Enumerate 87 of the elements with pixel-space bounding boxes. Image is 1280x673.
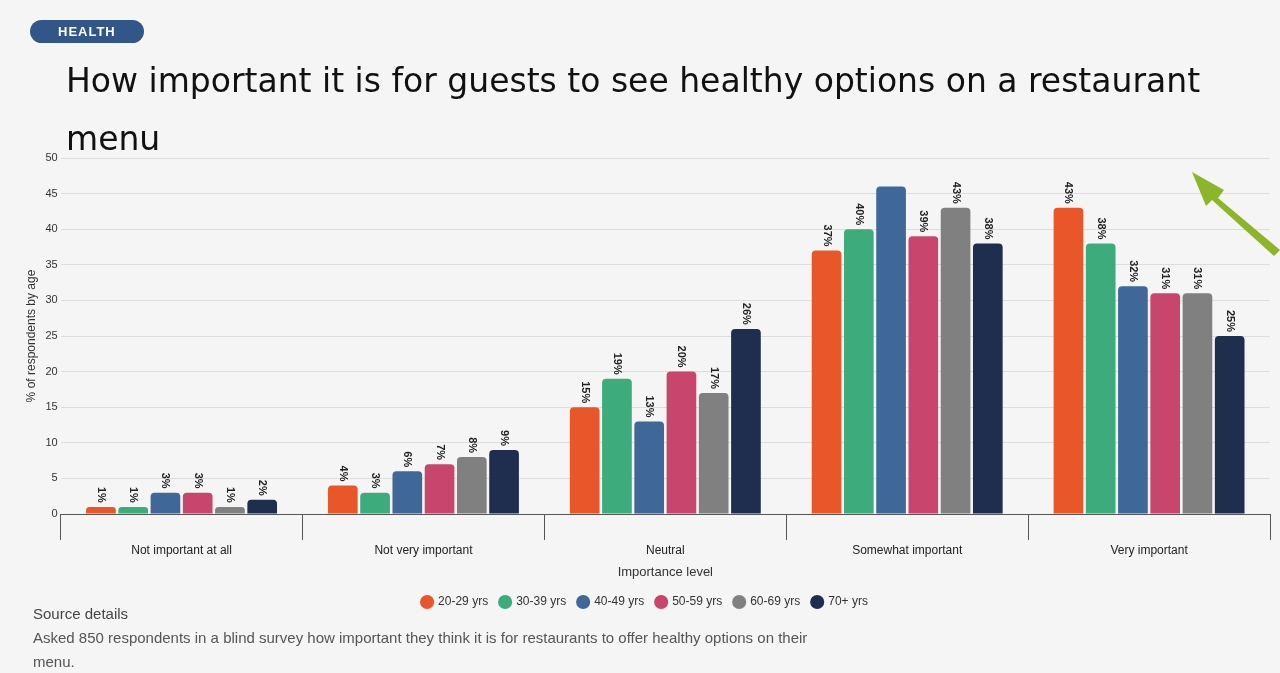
bar xyxy=(698,392,729,514)
x-tick-label: Very important xyxy=(1110,542,1189,557)
bar xyxy=(908,236,939,514)
bar xyxy=(86,506,116,514)
bar xyxy=(876,186,906,514)
y-tick-label: 5 xyxy=(51,471,58,484)
data-label: 1% xyxy=(128,486,141,504)
source-note: Source details xyxy=(33,605,129,622)
data-label: 37% xyxy=(821,224,834,247)
y-axis-title: % of respondents by age xyxy=(23,269,38,403)
x-tick-label: Neutral xyxy=(645,542,685,557)
bar xyxy=(247,499,278,514)
legend-label: 60-69 yrs xyxy=(750,594,801,609)
bar xyxy=(569,407,600,514)
bar xyxy=(327,485,358,514)
data-label: 8% xyxy=(466,437,479,454)
data-label: 38% xyxy=(982,217,995,240)
data-label: 4% xyxy=(337,465,350,482)
bar xyxy=(456,457,487,514)
y-tick-label: 15 xyxy=(45,400,58,413)
y-tick-label: 45 xyxy=(45,186,58,199)
bar xyxy=(731,328,761,514)
data-label: 20% xyxy=(676,345,689,368)
data-label: 40% xyxy=(853,203,866,226)
bar xyxy=(602,378,632,514)
data-label: 32% xyxy=(1127,260,1140,283)
data-label: 39% xyxy=(918,210,931,233)
bar xyxy=(843,229,874,514)
data-label: 17% xyxy=(708,366,721,390)
data-label: 26% xyxy=(740,302,753,326)
data-label: 3% xyxy=(160,472,173,489)
data-label: 13% xyxy=(644,395,657,418)
bar xyxy=(1118,286,1148,514)
bar xyxy=(489,449,519,514)
y-tick-label: 30 xyxy=(45,293,58,306)
bar xyxy=(360,492,390,514)
bar xyxy=(1085,243,1116,514)
y-tick-label: 25 xyxy=(45,329,58,342)
data-label: 38% xyxy=(1095,217,1108,240)
text: Asked 850 respondents in a blind survey how important they think it is for restaurants to offer healthy options on their menu. xyxy=(33,628,809,672)
data-label: 7% xyxy=(434,444,447,461)
y-tick-label: 20 xyxy=(45,364,58,377)
bar xyxy=(215,506,245,514)
bar xyxy=(392,471,423,514)
data-label: 43% xyxy=(1063,181,1076,205)
legend-label: 40-49 yrs xyxy=(594,594,645,609)
bar xyxy=(666,371,697,514)
y-tick-label: 35 xyxy=(45,257,58,270)
legend-label: 50-59 yrs xyxy=(672,594,723,609)
chart-title: How important it is for guests to see healthy options on a restaurant menu xyxy=(66,60,1202,160)
data-label: 1% xyxy=(224,486,237,504)
data-label: 6% xyxy=(402,451,415,468)
bar xyxy=(1053,207,1084,514)
legend-label: 70+ yrs xyxy=(828,594,868,609)
x-tick-label: Somewhat important xyxy=(852,542,963,557)
bar xyxy=(424,464,455,514)
data-label: 25% xyxy=(1224,309,1237,333)
data-label: 2% xyxy=(257,479,270,496)
bar xyxy=(150,492,181,514)
legend-label: 20-29 yrs xyxy=(438,594,489,609)
data-label: 31% xyxy=(1160,267,1173,290)
bar xyxy=(1214,336,1245,514)
data-label: 9% xyxy=(499,430,512,447)
data-label: 15% xyxy=(579,381,592,404)
x-axis-title: Importance level xyxy=(617,563,714,579)
data-label: 19% xyxy=(611,352,624,375)
legend-label: 30-39 yrs xyxy=(516,594,567,609)
x-tick-label: Not very important xyxy=(374,542,474,557)
data-label: 3% xyxy=(370,472,383,489)
text: HEALTH xyxy=(30,20,144,43)
bar xyxy=(182,492,213,514)
bar xyxy=(940,207,971,514)
y-tick-label: 0 xyxy=(51,507,58,520)
y-tick-label: 40 xyxy=(45,222,58,235)
data-label: 3% xyxy=(192,472,205,489)
bar xyxy=(811,250,842,514)
bar xyxy=(1182,293,1213,514)
x-tick-label: Not important at all xyxy=(131,542,232,557)
data-label: 1% xyxy=(95,486,108,504)
data-label: 31% xyxy=(1192,267,1205,290)
data-label: 43% xyxy=(950,181,963,205)
bar xyxy=(118,506,149,514)
y-tick-label: 50 xyxy=(45,151,58,164)
y-tick-label: 10 xyxy=(45,435,58,448)
bar xyxy=(634,421,665,514)
bar xyxy=(972,243,1003,514)
bar xyxy=(1150,293,1181,514)
